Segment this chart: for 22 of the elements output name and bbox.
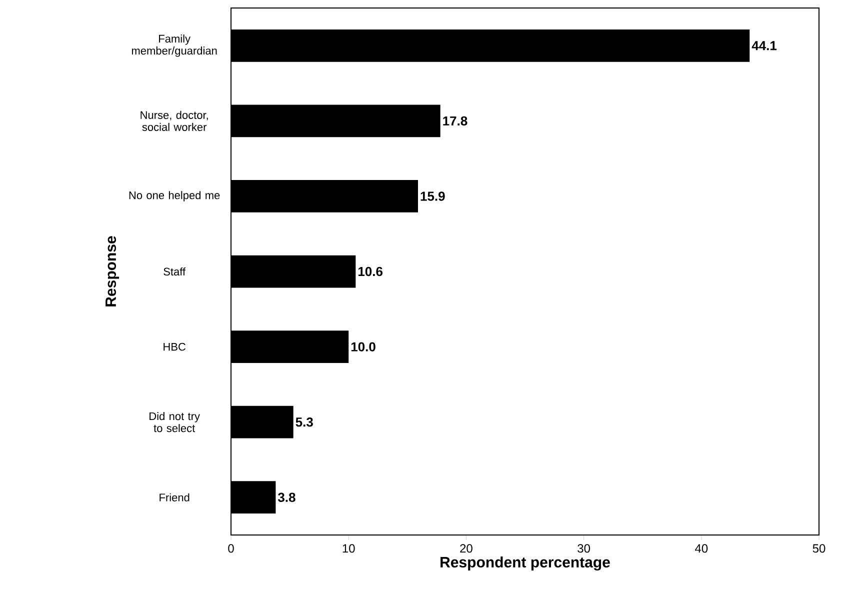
y-axis-title: Response (106, 236, 119, 306)
x-tick-label: 30 (578, 544, 590, 553)
x-axis-title: Respondent percentage (440, 556, 610, 571)
y-tick-label: Friend (160, 493, 190, 502)
x-tick-label: 40 (695, 544, 708, 553)
y-tick-label: HBC (164, 342, 186, 351)
data-label: 44.1 (752, 41, 777, 50)
data-label: 17.8 (443, 116, 468, 126)
y-tick-label: Staff (164, 267, 186, 276)
data-label: 3.8 (278, 492, 296, 502)
data-label: 10.6 (358, 266, 382, 276)
y-tick-label: Family member/guardian (132, 34, 217, 57)
data-label: 10.0 (351, 342, 376, 352)
y-tick-label: Did not try to select (150, 412, 200, 432)
data-label: 5.3 (296, 417, 313, 427)
x-tick-label: 20 (460, 544, 472, 553)
y-tick-label: Nurse, doctor, social worker (140, 110, 208, 131)
y-tick-label: No one helped me (129, 191, 220, 202)
data-label: 15.9 (420, 192, 445, 201)
x-tick-label: 50 (812, 544, 826, 553)
x-tick-label: 0 (228, 544, 234, 553)
x-tick-label: 10 (342, 544, 355, 553)
